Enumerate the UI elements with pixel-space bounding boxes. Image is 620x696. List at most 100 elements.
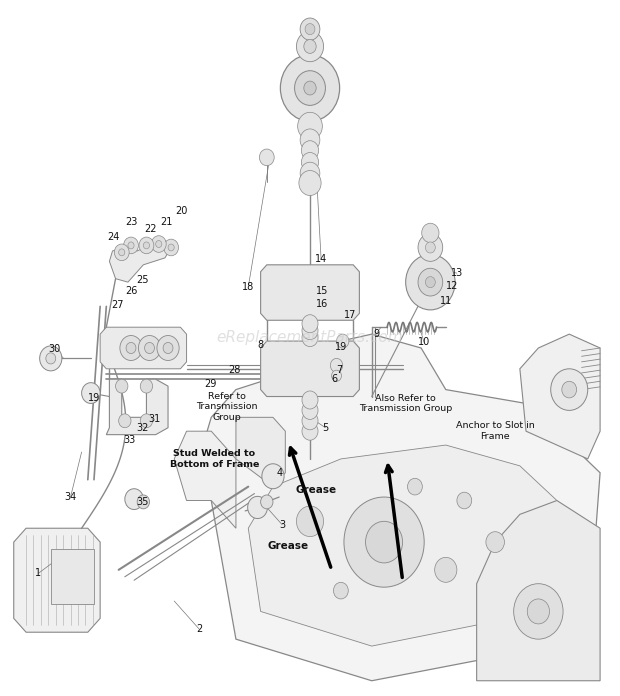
Text: 14: 14 [315, 254, 327, 264]
Circle shape [486, 532, 505, 553]
Circle shape [40, 346, 62, 371]
Polygon shape [260, 341, 360, 397]
Circle shape [302, 422, 318, 440]
Text: Grease: Grease [296, 485, 337, 495]
Text: 30: 30 [48, 345, 61, 354]
Text: 22: 22 [144, 224, 157, 234]
Polygon shape [174, 432, 236, 528]
Circle shape [302, 329, 318, 347]
Circle shape [301, 152, 319, 172]
Circle shape [425, 242, 435, 253]
Circle shape [300, 18, 320, 40]
Circle shape [168, 244, 174, 251]
Circle shape [296, 506, 324, 537]
Text: 20: 20 [175, 206, 188, 216]
Circle shape [120, 335, 142, 361]
Circle shape [405, 255, 455, 310]
Text: 1: 1 [35, 569, 42, 578]
Circle shape [300, 129, 320, 151]
Text: eReplacementParts.com: eReplacementParts.com [216, 330, 404, 345]
Circle shape [366, 521, 402, 563]
Circle shape [300, 162, 320, 184]
Circle shape [128, 242, 134, 249]
Circle shape [247, 496, 267, 519]
Text: 13: 13 [451, 268, 463, 278]
Text: 19: 19 [335, 342, 347, 351]
Circle shape [334, 583, 348, 599]
Circle shape [137, 495, 149, 509]
Text: 33: 33 [123, 434, 136, 445]
Circle shape [118, 249, 125, 256]
Circle shape [163, 342, 173, 354]
Polygon shape [14, 528, 100, 632]
Text: 32: 32 [136, 422, 148, 433]
Circle shape [294, 71, 326, 105]
Text: 31: 31 [148, 413, 161, 424]
Circle shape [304, 40, 316, 54]
Circle shape [164, 239, 179, 256]
Polygon shape [106, 379, 168, 435]
Text: 3: 3 [279, 520, 285, 530]
Text: 17: 17 [344, 310, 356, 319]
Text: 11: 11 [440, 296, 452, 306]
Circle shape [337, 334, 349, 348]
Text: Stud Welded to
Bottom of Frame: Stud Welded to Bottom of Frame [170, 449, 259, 468]
Circle shape [527, 599, 549, 624]
Circle shape [140, 379, 153, 393]
Polygon shape [260, 264, 360, 320]
Text: 26: 26 [125, 286, 137, 296]
Text: 15: 15 [316, 286, 329, 296]
Circle shape [302, 322, 318, 340]
Circle shape [262, 464, 284, 489]
Circle shape [139, 237, 154, 254]
Circle shape [305, 24, 315, 35]
Text: 12: 12 [446, 280, 458, 291]
Circle shape [418, 234, 443, 261]
Circle shape [123, 237, 138, 254]
Circle shape [304, 81, 316, 95]
Text: Refer to
Transmission
Group: Refer to Transmission Group [196, 392, 257, 422]
Text: 23: 23 [125, 217, 137, 227]
Circle shape [157, 335, 179, 361]
Circle shape [332, 370, 342, 381]
Circle shape [422, 223, 439, 243]
Text: 6: 6 [332, 374, 338, 384]
Text: 16: 16 [316, 299, 329, 309]
Circle shape [151, 236, 166, 253]
Circle shape [457, 492, 472, 509]
Circle shape [143, 242, 149, 249]
Circle shape [115, 379, 128, 393]
Text: Anchor to Slot in
Frame: Anchor to Slot in Frame [456, 422, 534, 441]
Text: 18: 18 [242, 282, 254, 292]
Text: 34: 34 [64, 492, 77, 502]
Text: 19: 19 [88, 393, 100, 403]
Text: 7: 7 [337, 365, 343, 375]
Circle shape [435, 557, 457, 583]
Circle shape [302, 412, 318, 430]
Text: 8: 8 [257, 340, 264, 349]
Circle shape [296, 31, 324, 62]
Text: 9: 9 [373, 329, 379, 339]
Text: 21: 21 [161, 217, 173, 227]
Polygon shape [477, 500, 600, 681]
Circle shape [302, 391, 318, 409]
Circle shape [259, 149, 274, 166]
Circle shape [144, 342, 154, 354]
Circle shape [125, 489, 143, 509]
Circle shape [514, 584, 563, 639]
Text: 5: 5 [322, 422, 329, 433]
Polygon shape [100, 327, 187, 369]
Circle shape [82, 383, 100, 404]
Text: 10: 10 [418, 338, 430, 347]
Circle shape [114, 244, 129, 261]
Circle shape [299, 171, 321, 196]
Bar [51, 549, 94, 605]
Circle shape [280, 55, 340, 121]
Circle shape [260, 495, 273, 509]
Circle shape [407, 478, 422, 495]
Polygon shape [248, 445, 557, 646]
Text: 35: 35 [136, 497, 148, 507]
Circle shape [126, 342, 136, 354]
Text: 24: 24 [107, 232, 120, 242]
Circle shape [46, 353, 56, 364]
